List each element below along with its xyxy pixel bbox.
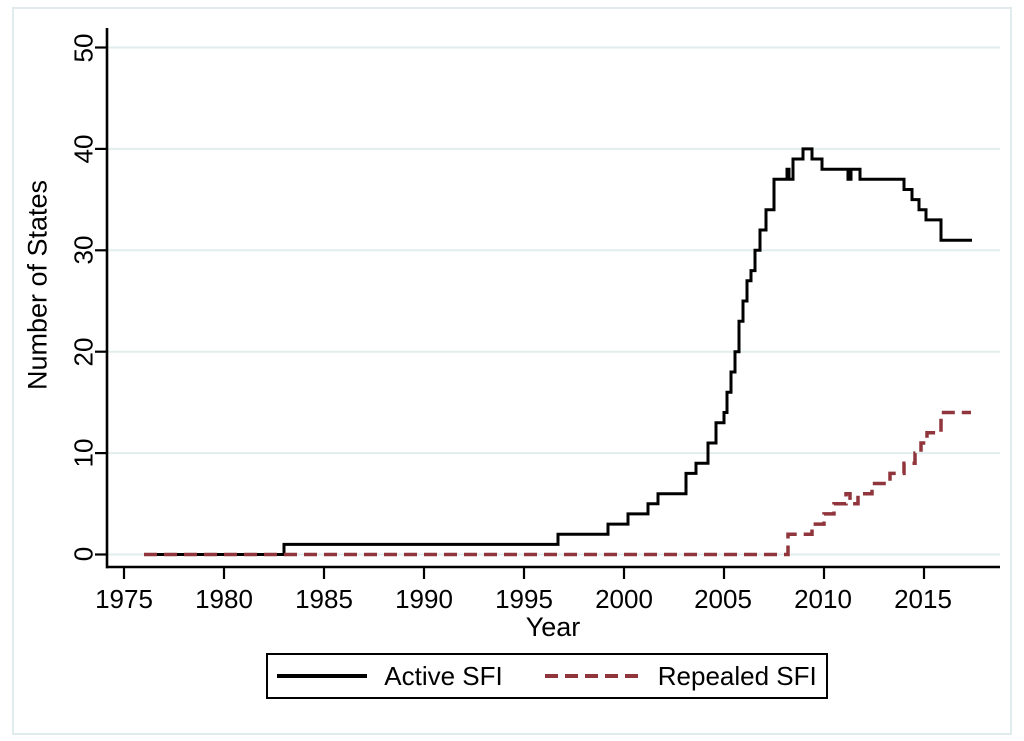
legend-item-repealed-sfi: Repealed SFI [544,661,817,691]
active-sfi-line-swatch [277,674,368,678]
legend-label-repealed-sfi: Repealed SFI [657,661,817,691]
x-tick-label-1990: 1990 [395,584,453,614]
x-tick-label-1980: 1980 [195,584,253,614]
x-axis-title: Year [525,612,581,642]
y-tick-label-0: 0 [68,546,99,562]
legend-label-active-sfi: Active SFI [384,661,503,691]
y-tick-label-10: 10 [68,438,99,468]
repealed-sfi-line-swatch [544,674,641,678]
x-tick-label-2015: 2015 [894,584,952,614]
legend-box: Active SFI Repealed SFI [266,653,828,699]
y-axis-title: Number of States [22,179,53,391]
x-tick-label-1995: 1995 [495,584,553,614]
y-tick-label-30: 30 [68,235,99,265]
y-tick-label-40: 40 [68,134,99,164]
active-sfi-line [144,147,972,556]
y-tick-label-20: 20 [68,337,99,367]
x-tick-label-1985: 1985 [295,584,353,614]
figure-frame [12,7,1012,735]
x-tick-label-2005: 2005 [694,584,752,614]
y-tick-label-50: 50 [68,33,99,63]
legend-item-active-sfi: Active SFI [277,661,503,691]
x-tick-label-2010: 2010 [794,584,852,614]
x-tick-label-1975: 1975 [95,584,153,614]
repealed-sfi-line [144,410,971,557]
x-tick-label-2000: 2000 [595,584,653,614]
